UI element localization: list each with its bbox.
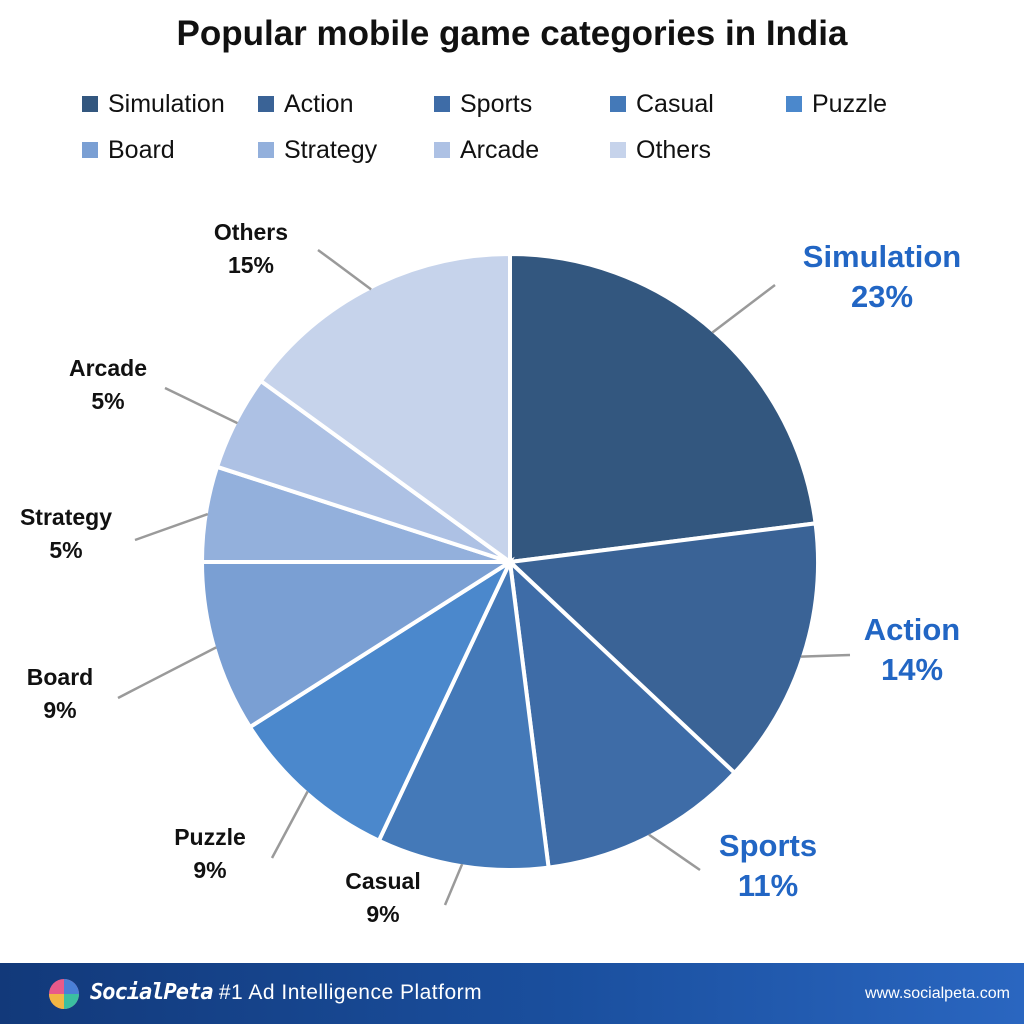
legend-label-arcade: Arcade <box>460 135 540 164</box>
legend-swatch-strategy <box>258 142 274 158</box>
legend-swatch-action <box>258 96 274 112</box>
brand-name: SocialPeta <box>90 980 213 1005</box>
slice-label-board: Board <box>27 664 93 690</box>
socialpeta-logo-icon <box>49 979 79 1009</box>
slice-value-arcade: 5% <box>91 388 124 414</box>
leader-line-action <box>800 653 851 658</box>
legend-label-action: Action <box>284 89 354 118</box>
legend-label-sports: Sports <box>460 89 533 118</box>
slice-value-simulation: 23% <box>851 279 913 314</box>
legend-label-strategy: Strategy <box>284 135 378 164</box>
legend-swatch-puzzle <box>786 96 802 112</box>
slice-label-sports: Sports <box>719 828 817 863</box>
slice-label-puzzle: Puzzle <box>174 824 246 850</box>
legend-swatch-others <box>610 142 626 158</box>
legend-label-casual: Casual <box>636 89 714 118</box>
slice-label-strategy: Strategy <box>20 504 112 530</box>
legend-item-casual: Casual <box>610 88 786 120</box>
pie-slice-simulation <box>508 251 818 565</box>
legend-label-others: Others <box>636 135 712 164</box>
legend-item-sports: Sports <box>434 88 610 120</box>
slice-label-casual: Casual <box>345 868 420 894</box>
leader-line-others <box>317 248 372 291</box>
slice-value-puzzle: 9% <box>193 857 226 883</box>
chart-title: Popular mobile game categories in India <box>176 14 848 53</box>
pie-chart: Simulation 23% Action 14% Sports 11% Casual 9% P… <box>20 219 961 927</box>
slice-label-others: Others <box>214 219 288 245</box>
legend-swatch-board <box>82 142 98 158</box>
leader-line-arcade <box>164 386 238 425</box>
slice-value-action: 14% <box>881 652 943 687</box>
legend-swatch-sports <box>434 96 450 112</box>
leader-line-simulation <box>711 284 776 334</box>
leader-line-board <box>117 646 217 700</box>
tagline: - #1 Ad Intelligence Platform <box>205 981 483 1004</box>
slice-label-simulation: Simulation <box>803 239 961 274</box>
slice-value-strategy: 5% <box>49 537 82 563</box>
slice-value-sports: 11% <box>738 868 798 903</box>
slice-value-casual: 9% <box>366 901 399 927</box>
slice-label-action: Action <box>864 612 960 647</box>
slice-label-arcade: Arcade <box>69 355 147 381</box>
footer-banner: SocialPeta - #1 Ad Intelligence Platform… <box>0 963 1024 1024</box>
legend-label-simulation: Simulation <box>108 89 225 118</box>
leader-line-casual <box>443 863 464 906</box>
legend-item-simulation: Simulation <box>82 88 258 120</box>
legend-swatch-casual <box>610 96 626 112</box>
slice-value-others: 15% <box>228 252 274 278</box>
legend-item-strategy: Strategy <box>258 134 434 166</box>
legend-item-others: Others <box>610 134 786 166</box>
slice-value-board: 9% <box>43 697 76 723</box>
legend: Simulation Action Sports Casual Puzzle Board S… <box>82 88 982 166</box>
website-link[interactable]: www.socialpeta.com <box>865 985 1010 1002</box>
legend-swatch-arcade <box>434 142 450 158</box>
leader-line-puzzle <box>270 790 309 859</box>
leader-line-strategy <box>134 512 209 542</box>
legend-item-arcade: Arcade <box>434 134 610 166</box>
legend-item-puzzle: Puzzle <box>786 88 962 120</box>
legend-item-action: Action <box>258 88 434 120</box>
legend-label-puzzle: Puzzle <box>812 89 888 118</box>
leader-line-sports <box>648 833 701 872</box>
legend-label-board: Board <box>108 135 175 164</box>
legend-swatch-simulation <box>82 96 98 112</box>
legend-item-board: Board <box>82 134 258 166</box>
